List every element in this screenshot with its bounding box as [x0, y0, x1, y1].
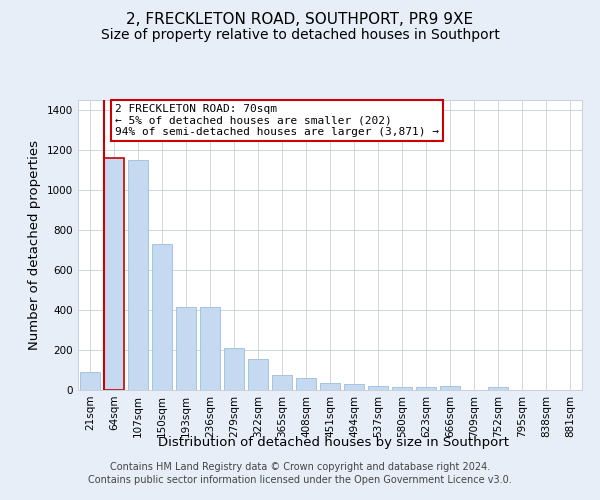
Text: Distribution of detached houses by size in Southport: Distribution of detached houses by size …: [158, 436, 509, 449]
Bar: [296, 378, 316, 390]
Text: Contains public sector information licensed under the Open Government Licence v3: Contains public sector information licen…: [88, 475, 512, 485]
Bar: [272, 375, 292, 390]
Text: 2, FRECKLETON ROAD, SOUTHPORT, PR9 9XE: 2, FRECKLETON ROAD, SOUTHPORT, PR9 9XE: [127, 12, 473, 28]
Text: Contains HM Land Registry data © Crown copyright and database right 2024.: Contains HM Land Registry data © Crown c…: [110, 462, 490, 472]
Bar: [248, 359, 268, 390]
Bar: [128, 160, 148, 390]
Text: 2 FRECKLETON ROAD: 70sqm
← 5% of detached houses are smaller (202)
94% of semi-d: 2 FRECKLETON ROAD: 70sqm ← 5% of detache…: [115, 104, 439, 137]
Bar: [104, 158, 124, 390]
Bar: [320, 383, 340, 390]
Bar: [344, 384, 364, 390]
Bar: [440, 386, 460, 390]
Bar: [224, 348, 244, 390]
Bar: [80, 372, 100, 390]
Bar: [488, 387, 508, 390]
Bar: [368, 386, 388, 390]
Bar: [392, 387, 412, 390]
Y-axis label: Number of detached properties: Number of detached properties: [28, 140, 41, 350]
Bar: [200, 307, 220, 390]
Bar: [416, 387, 436, 390]
Text: Size of property relative to detached houses in Southport: Size of property relative to detached ho…: [101, 28, 499, 42]
Bar: [152, 244, 172, 390]
Bar: [176, 307, 196, 390]
